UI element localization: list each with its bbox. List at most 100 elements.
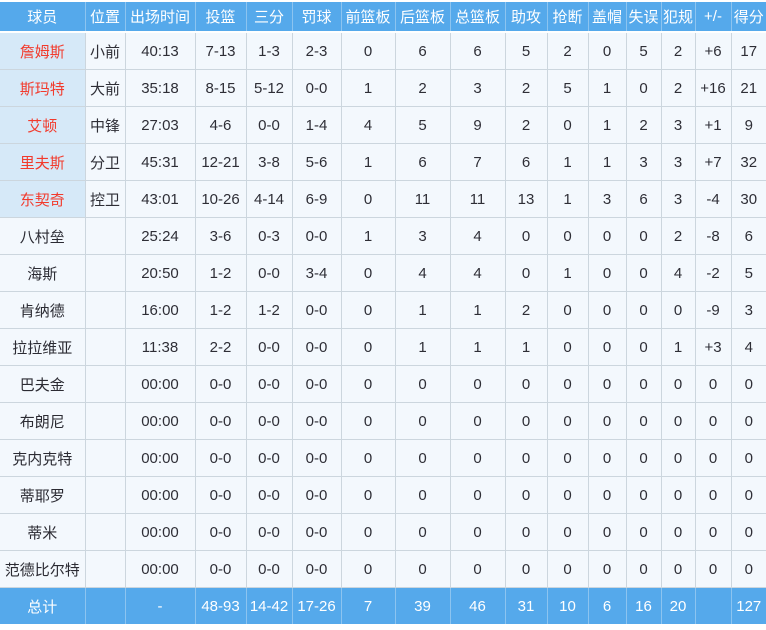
player-name[interactable]: 拉拉维亚 [0,328,86,366]
col-header-player: 球员 [0,2,86,33]
cell-ast: 5 [505,32,548,70]
col-header-treb: 总篮板 [450,2,506,33]
cell-blk: 0 [588,217,627,255]
table-header: 球员 位置 出场时间 投篮 三分 罚球 前篮板 后篮板 总篮板 助攻 抢断 盖帽 失误 犯规 +/- 得分 [0,2,766,33]
cell-pf: 3 [661,106,696,144]
player-name[interactable]: 艾顿 [0,106,86,144]
total-cell-tov: 16 [626,587,662,624]
cell-fg: 12-21 [195,143,247,181]
cell-dreb: 0 [395,476,451,514]
cell-blk: 1 [588,106,627,144]
col-header-fg: 投篮 [195,2,247,33]
player-name[interactable]: 海斯 [0,254,86,292]
cell-pf: 0 [661,365,696,403]
cell-plusminus: 0 [695,365,732,403]
cell-plusminus: -4 [695,180,732,218]
cell-pts: 9 [731,106,766,144]
cell-minutes: 11:38 [125,328,196,366]
cell-position: 分卫 [85,143,126,181]
cell-blk: 0 [588,402,627,440]
cell-position: 小前 [85,32,126,70]
player-row: 海斯 20:50 1-2 0-0 3-4 0 4 4 0 1 0 0 4 -2 5 [0,254,766,292]
player-name[interactable]: 蒂米 [0,513,86,551]
total-cell-treb: 46 [450,587,506,624]
cell-pf: 0 [661,402,696,440]
player-name[interactable]: 肯纳德 [0,291,86,329]
player-name[interactable]: 巴夫金 [0,365,86,403]
player-row: 肯纳德 16:00 1-2 1-2 0-0 0 1 1 2 0 0 0 0 -9 3 [0,291,766,329]
cell-ast: 6 [505,143,548,181]
cell-fg: 2-2 [195,328,247,366]
cell-ft: 5-6 [292,143,342,181]
cell-stl: 2 [547,32,589,70]
cell-treb: 4 [450,217,506,255]
cell-pf: 1 [661,328,696,366]
col-header-ast: 助攻 [505,2,548,33]
cell-pf: 0 [661,476,696,514]
cell-pts: 0 [731,365,766,403]
cell-ast: 13 [505,180,548,218]
player-name[interactable]: 布朗尼 [0,402,86,440]
total-cell-ast: 31 [505,587,548,624]
cell-oreb: 1 [341,69,396,107]
cell-three: 0-0 [246,439,293,477]
cell-stl: 0 [547,217,589,255]
cell-dreb: 1 [395,291,451,329]
player-name[interactable]: 克内克特 [0,439,86,477]
cell-ast: 0 [505,254,548,292]
cell-pf: 4 [661,254,696,292]
player-name[interactable]: 斯玛特 [0,69,86,107]
cell-stl: 0 [547,476,589,514]
player-name[interactable]: 詹姆斯 [0,32,86,70]
player-row: 斯玛特 大前 35:18 8-15 5-12 0-0 1 2 3 2 5 1 0 2 +16 21 [0,69,766,107]
cell-stl: 0 [547,513,589,551]
cell-dreb: 0 [395,365,451,403]
cell-tov: 0 [626,439,662,477]
cell-fg: 0-0 [195,550,247,588]
cell-minutes: 00:00 [125,402,196,440]
player-row: 蒂米 00:00 0-0 0-0 0-0 0 0 0 0 0 0 0 0 0 0 [0,513,766,551]
cell-position [85,476,126,514]
cell-treb: 0 [450,365,506,403]
cell-treb: 1 [450,291,506,329]
cell-pts: 6 [731,217,766,255]
total-cell-stl: 10 [547,587,589,624]
cell-three: 0-0 [246,254,293,292]
cell-ast: 0 [505,513,548,551]
player-name[interactable]: 八村垒 [0,217,86,255]
cell-three: 0-0 [246,328,293,366]
cell-ft: 0-0 [292,402,342,440]
cell-plusminus: -2 [695,254,732,292]
cell-plusminus: 0 [695,476,732,514]
player-name[interactable]: 蒂耶罗 [0,476,86,514]
total-cell-three: 14-42 [246,587,293,624]
player-name[interactable]: 里夫斯 [0,143,86,181]
player-name[interactable]: 东契奇 [0,180,86,218]
cell-ft: 0-0 [292,217,342,255]
cell-ast: 0 [505,217,548,255]
total-cell-fg: 48-93 [195,587,247,624]
cell-minutes: 00:00 [125,476,196,514]
cell-plusminus: 0 [695,513,732,551]
cell-three: 1-3 [246,32,293,70]
cell-treb: 9 [450,106,506,144]
cell-blk: 0 [588,328,627,366]
player-row: 艾顿 中锋 27:03 4-6 0-0 1-4 4 5 9 2 0 1 2 3 +1 9 [0,106,766,144]
cell-fg: 7-13 [195,32,247,70]
col-header-ft: 罚球 [292,2,342,33]
cell-stl: 0 [547,106,589,144]
col-header-three: 三分 [246,2,293,33]
cell-oreb: 0 [341,254,396,292]
cell-fg: 4-6 [195,106,247,144]
cell-ft: 0-0 [292,476,342,514]
cell-stl: 5 [547,69,589,107]
cell-treb: 6 [450,32,506,70]
cell-dreb: 2 [395,69,451,107]
cell-dreb: 1 [395,328,451,366]
player-name[interactable]: 范德比尔特 [0,550,86,588]
cell-minutes: 40:13 [125,32,196,70]
cell-position [85,402,126,440]
cell-dreb: 0 [395,439,451,477]
total-cell-blk: 6 [588,587,627,624]
